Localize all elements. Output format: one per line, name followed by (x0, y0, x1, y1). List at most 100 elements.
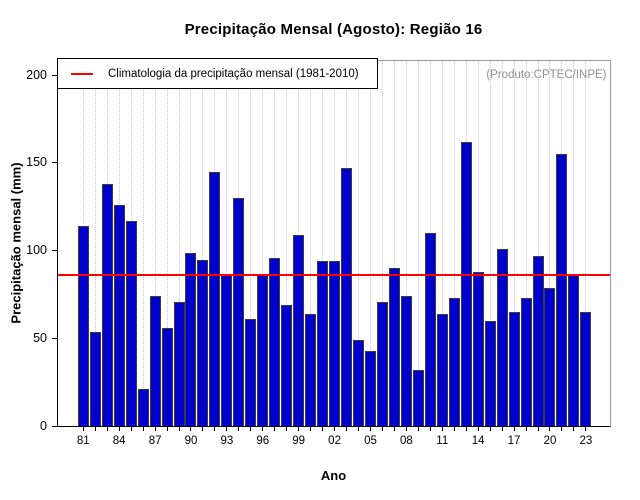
bar-2022 (568, 275, 580, 426)
x-tick-2017 (513, 426, 515, 431)
gridline-1982 (94, 60, 96, 426)
x-tick-1988 (166, 426, 168, 431)
x-tick-1987 (154, 426, 156, 431)
x-tick-1991 (202, 426, 204, 431)
gridline-2012 (453, 60, 455, 426)
x-tick-2019 (537, 426, 539, 431)
x-tick-label-1996: 96 (256, 435, 270, 447)
x-tick-1981 (82, 426, 84, 431)
legend-line-swatch (71, 72, 93, 75)
y-tick-label-150: 150 (26, 155, 47, 170)
x-tick-label-1999: 99 (292, 435, 306, 447)
bar-2000 (305, 313, 317, 426)
plot-area: (Produto:CPTEC/INPE) (56, 59, 611, 427)
x-tick-label-1981: 81 (76, 435, 90, 447)
bar-2019 (532, 256, 544, 426)
gridline-2014 (477, 60, 479, 426)
gridline-2008 (405, 60, 407, 426)
x-tick-1985 (130, 426, 132, 431)
x-tick-label-1984: 84 (112, 435, 126, 447)
x-tick-2007 (393, 426, 395, 431)
bar-1997 (269, 257, 281, 426)
y-tick-150 (51, 162, 57, 164)
y-tick-label-0: 0 (40, 418, 47, 433)
bar-2004 (353, 340, 365, 426)
y-tick-100 (51, 250, 57, 251)
gridline-2009 (417, 60, 419, 426)
gridline-1986 (142, 60, 144, 426)
x-tick-2014 (477, 426, 479, 431)
x-tick-1993 (226, 426, 228, 431)
x-tick-2010 (429, 426, 431, 431)
x-tick-2001 (322, 426, 324, 431)
bar-2021 (556, 154, 568, 426)
bar-1992 (209, 171, 221, 426)
bar-1999 (293, 235, 305, 426)
x-tick-1989 (178, 426, 180, 431)
bar-2010 (424, 233, 436, 426)
gridline-1991 (202, 60, 204, 426)
x-tick-label-1987: 87 (148, 435, 162, 447)
gridline-2023 (585, 60, 587, 426)
bar-1981 (77, 226, 89, 426)
bar-2005 (364, 350, 376, 426)
gridline-2001 (322, 60, 324, 426)
x-tick-label-2002: 02 (328, 435, 341, 447)
bar-2008 (400, 296, 412, 426)
gridline-2017 (513, 60, 515, 426)
bar-1989 (173, 301, 185, 426)
x-axis-title: Ano (320, 468, 347, 483)
bar-2014 (472, 271, 484, 426)
x-tick-label-2011: 11 (436, 435, 449, 447)
gridline-1995 (250, 60, 252, 426)
x-tick-2003 (346, 426, 348, 431)
bar-2001 (317, 261, 329, 426)
x-tick-2009 (417, 426, 419, 431)
gridline-1993 (226, 60, 228, 426)
gridline-1996 (262, 60, 264, 426)
producer-watermark: (Produto:CPTEC/INPE) (486, 68, 607, 81)
bar-2006 (376, 301, 388, 426)
x-tick-1997 (274, 426, 276, 431)
x-tick-label-2017: 17 (507, 435, 521, 447)
x-tick-label-1993: 93 (220, 435, 234, 447)
gridline-2020 (549, 60, 551, 426)
bar-1986 (137, 389, 149, 426)
x-tick-2013 (465, 426, 467, 431)
bar-1990 (185, 252, 197, 426)
gridline-2000 (310, 60, 312, 426)
bar-2023 (580, 312, 592, 426)
x-tick-1990 (190, 426, 192, 431)
x-tick-2002 (334, 426, 336, 431)
x-tick-2018 (525, 426, 527, 431)
gridline-2016 (501, 60, 503, 426)
x-tick-2021 (561, 426, 563, 431)
bar-2007 (388, 268, 400, 426)
x-tick-2000 (310, 426, 312, 431)
gridline-2002 (334, 60, 336, 426)
x-tick-label-2014: 14 (471, 435, 485, 447)
x-tick-2023 (585, 426, 587, 431)
bar-2016 (496, 249, 508, 426)
gridline-2018 (525, 60, 527, 426)
bar-2017 (508, 312, 520, 426)
x-tick-1983 (106, 426, 108, 431)
bar-1988 (161, 328, 173, 426)
gridline-1988 (166, 60, 168, 426)
gridline-2019 (537, 60, 539, 426)
x-tick-1992 (214, 426, 216, 431)
bar-1991 (197, 259, 209, 426)
gridline-1998 (286, 60, 288, 426)
bar-2018 (520, 298, 532, 426)
bar-2012 (448, 298, 460, 426)
bar-1995 (245, 319, 257, 426)
bar-1983 (101, 184, 113, 426)
bar-2011 (436, 313, 448, 426)
bar-1993 (221, 273, 233, 426)
gridline-1989 (178, 60, 180, 426)
gridline-1990 (190, 60, 192, 426)
x-tick-2016 (501, 426, 503, 431)
bar-1987 (149, 296, 161, 426)
bar-2002 (329, 261, 341, 426)
